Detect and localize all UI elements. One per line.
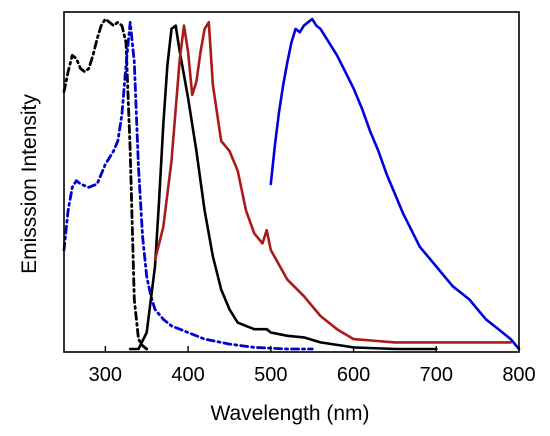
x-axis-title: Wavelength (nm) bbox=[210, 402, 369, 425]
x-axis-ticks: 300 400 500 600 700 800 bbox=[89, 346, 536, 386]
x-tick-label: 600 bbox=[337, 364, 370, 386]
x-tick-label: 300 bbox=[89, 364, 122, 386]
x-tick-label: 700 bbox=[420, 364, 453, 386]
x-tick-label: 800 bbox=[502, 364, 535, 386]
plot-frame bbox=[63, 11, 520, 353]
series-layer bbox=[62, 17, 521, 351]
y-axis-title: Emisssion Intensity bbox=[18, 94, 41, 274]
series-line-2 bbox=[62, 20, 314, 351]
series-line-1 bbox=[62, 17, 149, 351]
x-tick-label: 400 bbox=[171, 364, 204, 386]
series-line-5 bbox=[269, 17, 521, 351]
series-line-4 bbox=[153, 21, 512, 344]
series-line-3 bbox=[128, 24, 438, 351]
x-tick-label: 500 bbox=[254, 364, 287, 386]
